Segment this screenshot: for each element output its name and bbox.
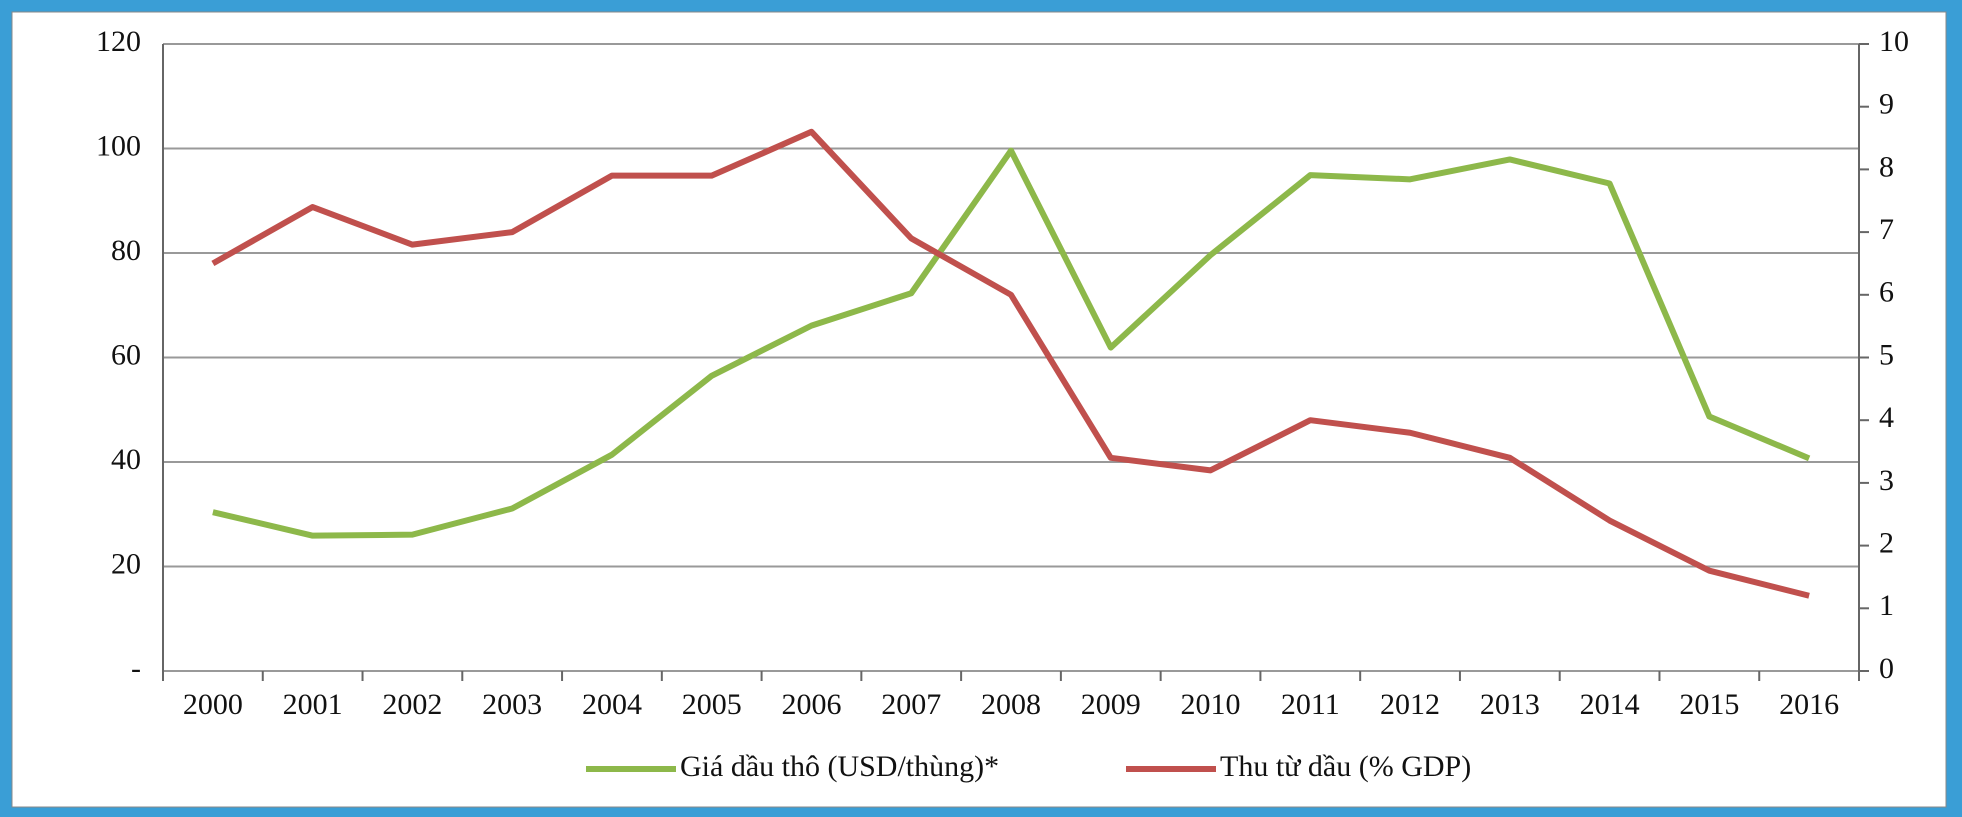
y2-tick-label: 10	[1879, 25, 1909, 58]
x-tick-label: 2005	[682, 688, 742, 721]
x-tick-label: 2007	[881, 688, 941, 721]
y-tick-label: 40	[111, 443, 141, 476]
y-tick-label: 120	[96, 25, 141, 58]
chart-background	[11, 11, 1947, 808]
x-tick-label: 2014	[1580, 688, 1640, 721]
y2-tick-label: 0	[1879, 652, 1894, 685]
x-tick-label: 2012	[1380, 688, 1440, 721]
x-tick-label: 2016	[1779, 688, 1839, 721]
y2-tick-label: 3	[1879, 464, 1894, 497]
y2-tick-label: 5	[1879, 338, 1894, 371]
x-tick-label: 2006	[781, 688, 841, 721]
legend-label: Giá dầu thô (USD/thùng)*	[680, 750, 999, 783]
x-tick-label: 2010	[1181, 688, 1241, 721]
series-line	[212, 147, 1811, 539]
x-tick-label: 2015	[1679, 688, 1739, 721]
y-tick-label: 80	[111, 234, 141, 267]
x-tick-label: 2008	[981, 688, 1041, 721]
x-tick-label: 2000	[183, 688, 243, 721]
x-tick-label: 2013	[1480, 688, 1540, 721]
x-tick-label: 2004	[582, 688, 642, 721]
y-tick-label: 100	[96, 129, 141, 162]
y2-tick-label: 2	[1879, 526, 1894, 559]
y2-tick-label: 7	[1879, 213, 1894, 246]
y-tick-label: 60	[111, 338, 141, 371]
y-tick-label: -	[131, 652, 141, 685]
y2-tick-label: 6	[1879, 276, 1894, 309]
y-tick-label: 20	[111, 547, 141, 580]
y2-tick-label: 8	[1879, 150, 1894, 183]
legend-label: Thu từ dầu (% GDP)	[1220, 750, 1471, 783]
x-tick-label: 2011	[1281, 688, 1340, 721]
x-tick-label: 2009	[1081, 688, 1141, 721]
x-tick-label: 2001	[283, 688, 343, 721]
series-line	[211, 128, 1810, 599]
y2-tick-label: 4	[1879, 401, 1894, 434]
x-tick-label: 2003	[482, 688, 542, 721]
x-tick-label: 2002	[382, 688, 442, 721]
y2-tick-label: 9	[1879, 88, 1894, 121]
y2-tick-label: 1	[1879, 589, 1894, 622]
